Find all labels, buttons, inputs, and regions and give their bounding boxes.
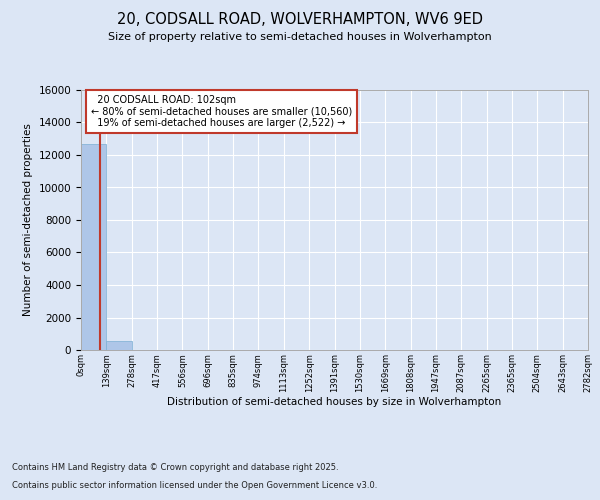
Text: 20, CODSALL ROAD, WOLVERHAMPTON, WV6 9ED: 20, CODSALL ROAD, WOLVERHAMPTON, WV6 9ED xyxy=(117,12,483,28)
Text: Contains HM Land Registry data © Crown copyright and database right 2025.: Contains HM Land Registry data © Crown c… xyxy=(12,464,338,472)
Text: Contains public sector information licensed under the Open Government Licence v3: Contains public sector information licen… xyxy=(12,481,377,490)
Bar xyxy=(106,340,132,350)
Text: 20 CODSALL ROAD: 102sqm  
← 80% of semi-detached houses are smaller (10,560)
  1: 20 CODSALL ROAD: 102sqm ← 80% of semi-de… xyxy=(91,95,352,128)
Text: Size of property relative to semi-detached houses in Wolverhampton: Size of property relative to semi-detach… xyxy=(108,32,492,42)
X-axis label: Distribution of semi-detached houses by size in Wolverhampton: Distribution of semi-detached houses by … xyxy=(167,398,502,407)
Bar xyxy=(81,144,106,350)
Y-axis label: Number of semi-detached properties: Number of semi-detached properties xyxy=(23,124,33,316)
